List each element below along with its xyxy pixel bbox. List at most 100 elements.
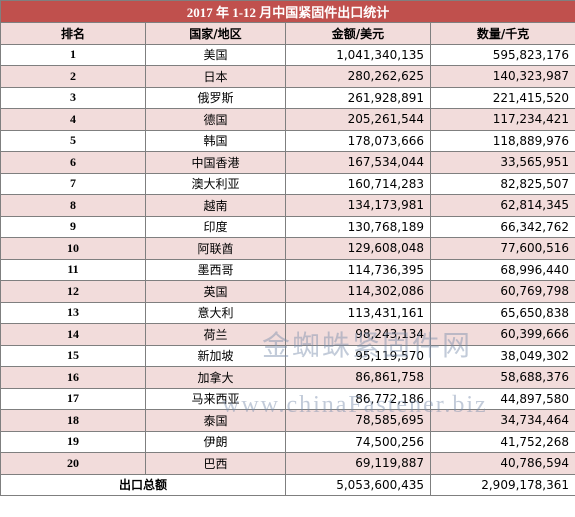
table-cell: 澳大利亚	[145, 172, 286, 195]
table-cell: 荷兰	[145, 323, 286, 346]
table-cell: 20	[0, 452, 146, 475]
table-cell: 129,608,048	[285, 237, 431, 260]
table-cell: 1,041,340,135	[285, 43, 431, 66]
table-cell: 69,119,887	[285, 452, 431, 475]
table-row: 1 美国 1,041,340,135 595,823,176	[0, 43, 575, 66]
table-cell: 280,262,625	[285, 65, 431, 88]
table-cell: 86,772,186	[285, 387, 431, 410]
table-row: 7 澳大利亚 160,714,283 82,825,507	[0, 172, 575, 195]
table-cell: 178,073,666	[285, 129, 431, 152]
total-cell: 5,053,600,435	[285, 473, 431, 496]
table-cell: 86,861,758	[285, 366, 431, 389]
table-row: 6 中国香港 167,534,044 33,565,951	[0, 151, 575, 174]
table-row: 20 巴西 69,119,887 40,786,594	[0, 452, 575, 475]
total-row: 出口总额 5,053,600,435 2,909,178,361	[0, 473, 575, 496]
table-cell: 74,500,256	[285, 430, 431, 453]
table-row: 15 新加坡 95,119,570 38,049,302	[0, 344, 575, 367]
column-header: 排名	[0, 22, 146, 45]
table-cell: 221,415,520	[429, 86, 575, 109]
table-row: 4 德国 205,261,544 117,234,421	[0, 108, 575, 131]
total-label: 出口总额	[0, 473, 286, 496]
table-cell: 3	[0, 86, 146, 109]
table-row: 8 越南 134,173,981 62,814,345	[0, 194, 575, 217]
table-cell: 伊朗	[145, 430, 286, 453]
table-cell: 130,768,189	[285, 215, 431, 238]
table-cell: 2	[0, 65, 146, 88]
table-cell: 俄罗斯	[145, 86, 286, 109]
table-cell: 中国香港	[145, 151, 286, 174]
table-cell: 595,823,176	[429, 43, 575, 66]
table-cell: 13	[0, 301, 146, 324]
table-cell: 墨西哥	[145, 258, 286, 281]
table-cell: 113,431,161	[285, 301, 431, 324]
title-row: 2017 年 1-12 月中国紧固件出口统计	[0, 0, 575, 23]
table-cell: 意大利	[145, 301, 286, 324]
table-cell: 4	[0, 108, 146, 131]
table-cell: 62,814,345	[429, 194, 575, 217]
table-cell: 1	[0, 43, 146, 66]
table-row: 2 日本 280,262,625 140,323,987	[0, 65, 575, 88]
table-cell: 日本	[145, 65, 286, 88]
table-cell: 泰国	[145, 409, 286, 432]
table-cell: 60,769,798	[429, 280, 575, 303]
table-cell: 134,173,981	[285, 194, 431, 217]
table-cell: 117,234,421	[429, 108, 575, 131]
table-cell: 美国	[145, 43, 286, 66]
table-cell: 18	[0, 409, 146, 432]
table-cell: 12	[0, 280, 146, 303]
table-row: 16 加拿大 86,861,758 58,688,376	[0, 366, 575, 389]
table-cell: 韩国	[145, 129, 286, 152]
table-cell: 114,736,395	[285, 258, 431, 281]
table-cell: 205,261,544	[285, 108, 431, 131]
table-cell: 95,119,570	[285, 344, 431, 367]
table-row: 3 俄罗斯 261,928,891 221,415,520	[0, 86, 575, 109]
table-cell: 160,714,283	[285, 172, 431, 195]
table-cell: 越南	[145, 194, 286, 217]
table-cell: 65,650,838	[429, 301, 575, 324]
table-cell: 8	[0, 194, 146, 217]
column-header: 数量/千克	[429, 22, 575, 45]
table-cell: 41,752,268	[429, 430, 575, 453]
table-row: 9 印度 130,768,189 66,342,762	[0, 215, 575, 238]
table-title: 2017 年 1-12 月中国紧固件出口统计	[0, 0, 575, 23]
table-row: 11 墨西哥 114,736,395 68,996,440	[0, 258, 575, 281]
table-cell: 7	[0, 172, 146, 195]
table-cell: 40,786,594	[429, 452, 575, 475]
total-cell: 2,909,178,361	[429, 473, 575, 496]
table-cell: 11	[0, 258, 146, 281]
table-cell: 9	[0, 215, 146, 238]
table-cell: 77,600,516	[429, 237, 575, 260]
table-row: 14 荷兰 98,243,134 60,399,666	[0, 323, 575, 346]
table-cell: 阿联酋	[145, 237, 286, 260]
table-cell: 66,342,762	[429, 215, 575, 238]
table-row: 13 意大利 113,431,161 65,650,838	[0, 301, 575, 324]
table-cell: 14	[0, 323, 146, 346]
table-cell: 261,928,891	[285, 86, 431, 109]
table-row: 12 英国 114,302,086 60,769,798	[0, 280, 575, 303]
table-cell: 15	[0, 344, 146, 367]
header-row: 排名 国家/地区 金额/美元 数量/千克	[0, 22, 575, 45]
column-header: 国家/地区	[145, 22, 286, 45]
table-body: 2017 年 1-12 月中国紧固件出口统计 排名 国家/地区 金额/美元 数量…	[0, 0, 575, 496]
table-row: 5 韩国 178,073,666 118,889,976	[0, 129, 575, 152]
table-cell: 68,996,440	[429, 258, 575, 281]
table-cell: 114,302,086	[285, 280, 431, 303]
table-cell: 33,565,951	[429, 151, 575, 174]
table-row: 19 伊朗 74,500,256 41,752,268	[0, 430, 575, 453]
table-cell: 98,243,134	[285, 323, 431, 346]
watermark: www.chinaFastener.biz	[222, 392, 488, 418]
table-row: 10 阿联酋 129,608,048 77,600,516	[0, 237, 575, 260]
table-cell: 英国	[145, 280, 286, 303]
table-cell: 19	[0, 430, 146, 453]
table-cell: 德国	[145, 108, 286, 131]
table-cell: 167,534,044	[285, 151, 431, 174]
table-cell: 118,889,976	[429, 129, 575, 152]
table-cell: 58,688,376	[429, 366, 575, 389]
column-header: 金额/美元	[285, 22, 431, 45]
watermark: 金蜘蛛紧固件网	[262, 329, 473, 362]
table-cell: 17	[0, 387, 146, 410]
table-cell: 140,323,987	[429, 65, 575, 88]
table-cell: 印度	[145, 215, 286, 238]
export-table: 2017 年 1-12 月中国紧固件出口统计 排名 国家/地区 金额/美元 数量…	[0, 0, 575, 496]
